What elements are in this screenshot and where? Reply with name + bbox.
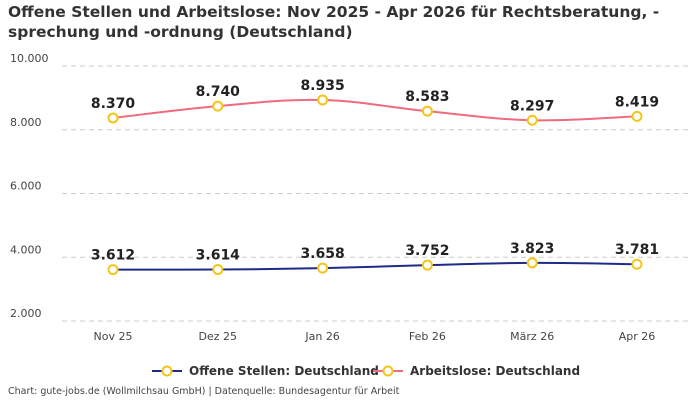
chart-footer: Chart: gute-jobs.de (Wollmilchsau GmbH) … [8,386,400,397]
y-tick-label: 8.000 [10,116,42,129]
data-label: 3.658 [300,246,344,262]
y-tick-label: 10.000 [10,52,49,65]
legend-label: Offene Stellen: Deutschland [189,364,379,378]
data-point [107,264,119,276]
data-label: 8.297 [510,98,554,114]
data-point [317,262,329,274]
data-label: 3.614 [196,248,241,264]
legend-label: Arbeitslose: Deutschland [410,364,580,378]
y-tick-label: 2.000 [10,307,42,320]
y-tick-label: 4.000 [10,243,42,256]
data-label: 8.419 [615,94,659,110]
data-point [212,100,224,112]
data-label: 3.781 [615,242,659,258]
data-label: 8.740 [196,84,241,100]
data-point [526,114,538,126]
y-tick-label: 6.000 [10,180,42,193]
x-tick-label: Nov 25 [94,330,133,343]
data-label: 8.370 [91,96,136,112]
data-point [107,112,119,124]
data-point [631,110,643,122]
x-tick-label: März 26 [510,330,554,343]
data-label: 8.935 [300,78,344,94]
series-line [112,98,638,122]
legend-marker [161,365,173,377]
data-point [317,94,329,106]
series-line [112,261,638,271]
x-tick-label: Dez 25 [199,330,238,343]
x-tick-label: Apr 26 [619,330,656,343]
data-point [631,258,643,270]
data-label: 3.752 [405,243,449,259]
chart-title: Offene Stellen und Arbeitslose: Nov 2025… [8,3,660,41]
data-label: 3.823 [510,241,554,257]
x-tick-label: Feb 26 [409,330,446,343]
legend-marker [382,365,394,377]
data-point [421,259,433,271]
data-point [526,257,538,269]
x-tick-label: Jan 26 [304,330,339,343]
data-point [212,264,224,276]
data-point [421,105,433,117]
data-label: 3.612 [91,248,135,264]
data-label: 8.583 [405,89,449,105]
